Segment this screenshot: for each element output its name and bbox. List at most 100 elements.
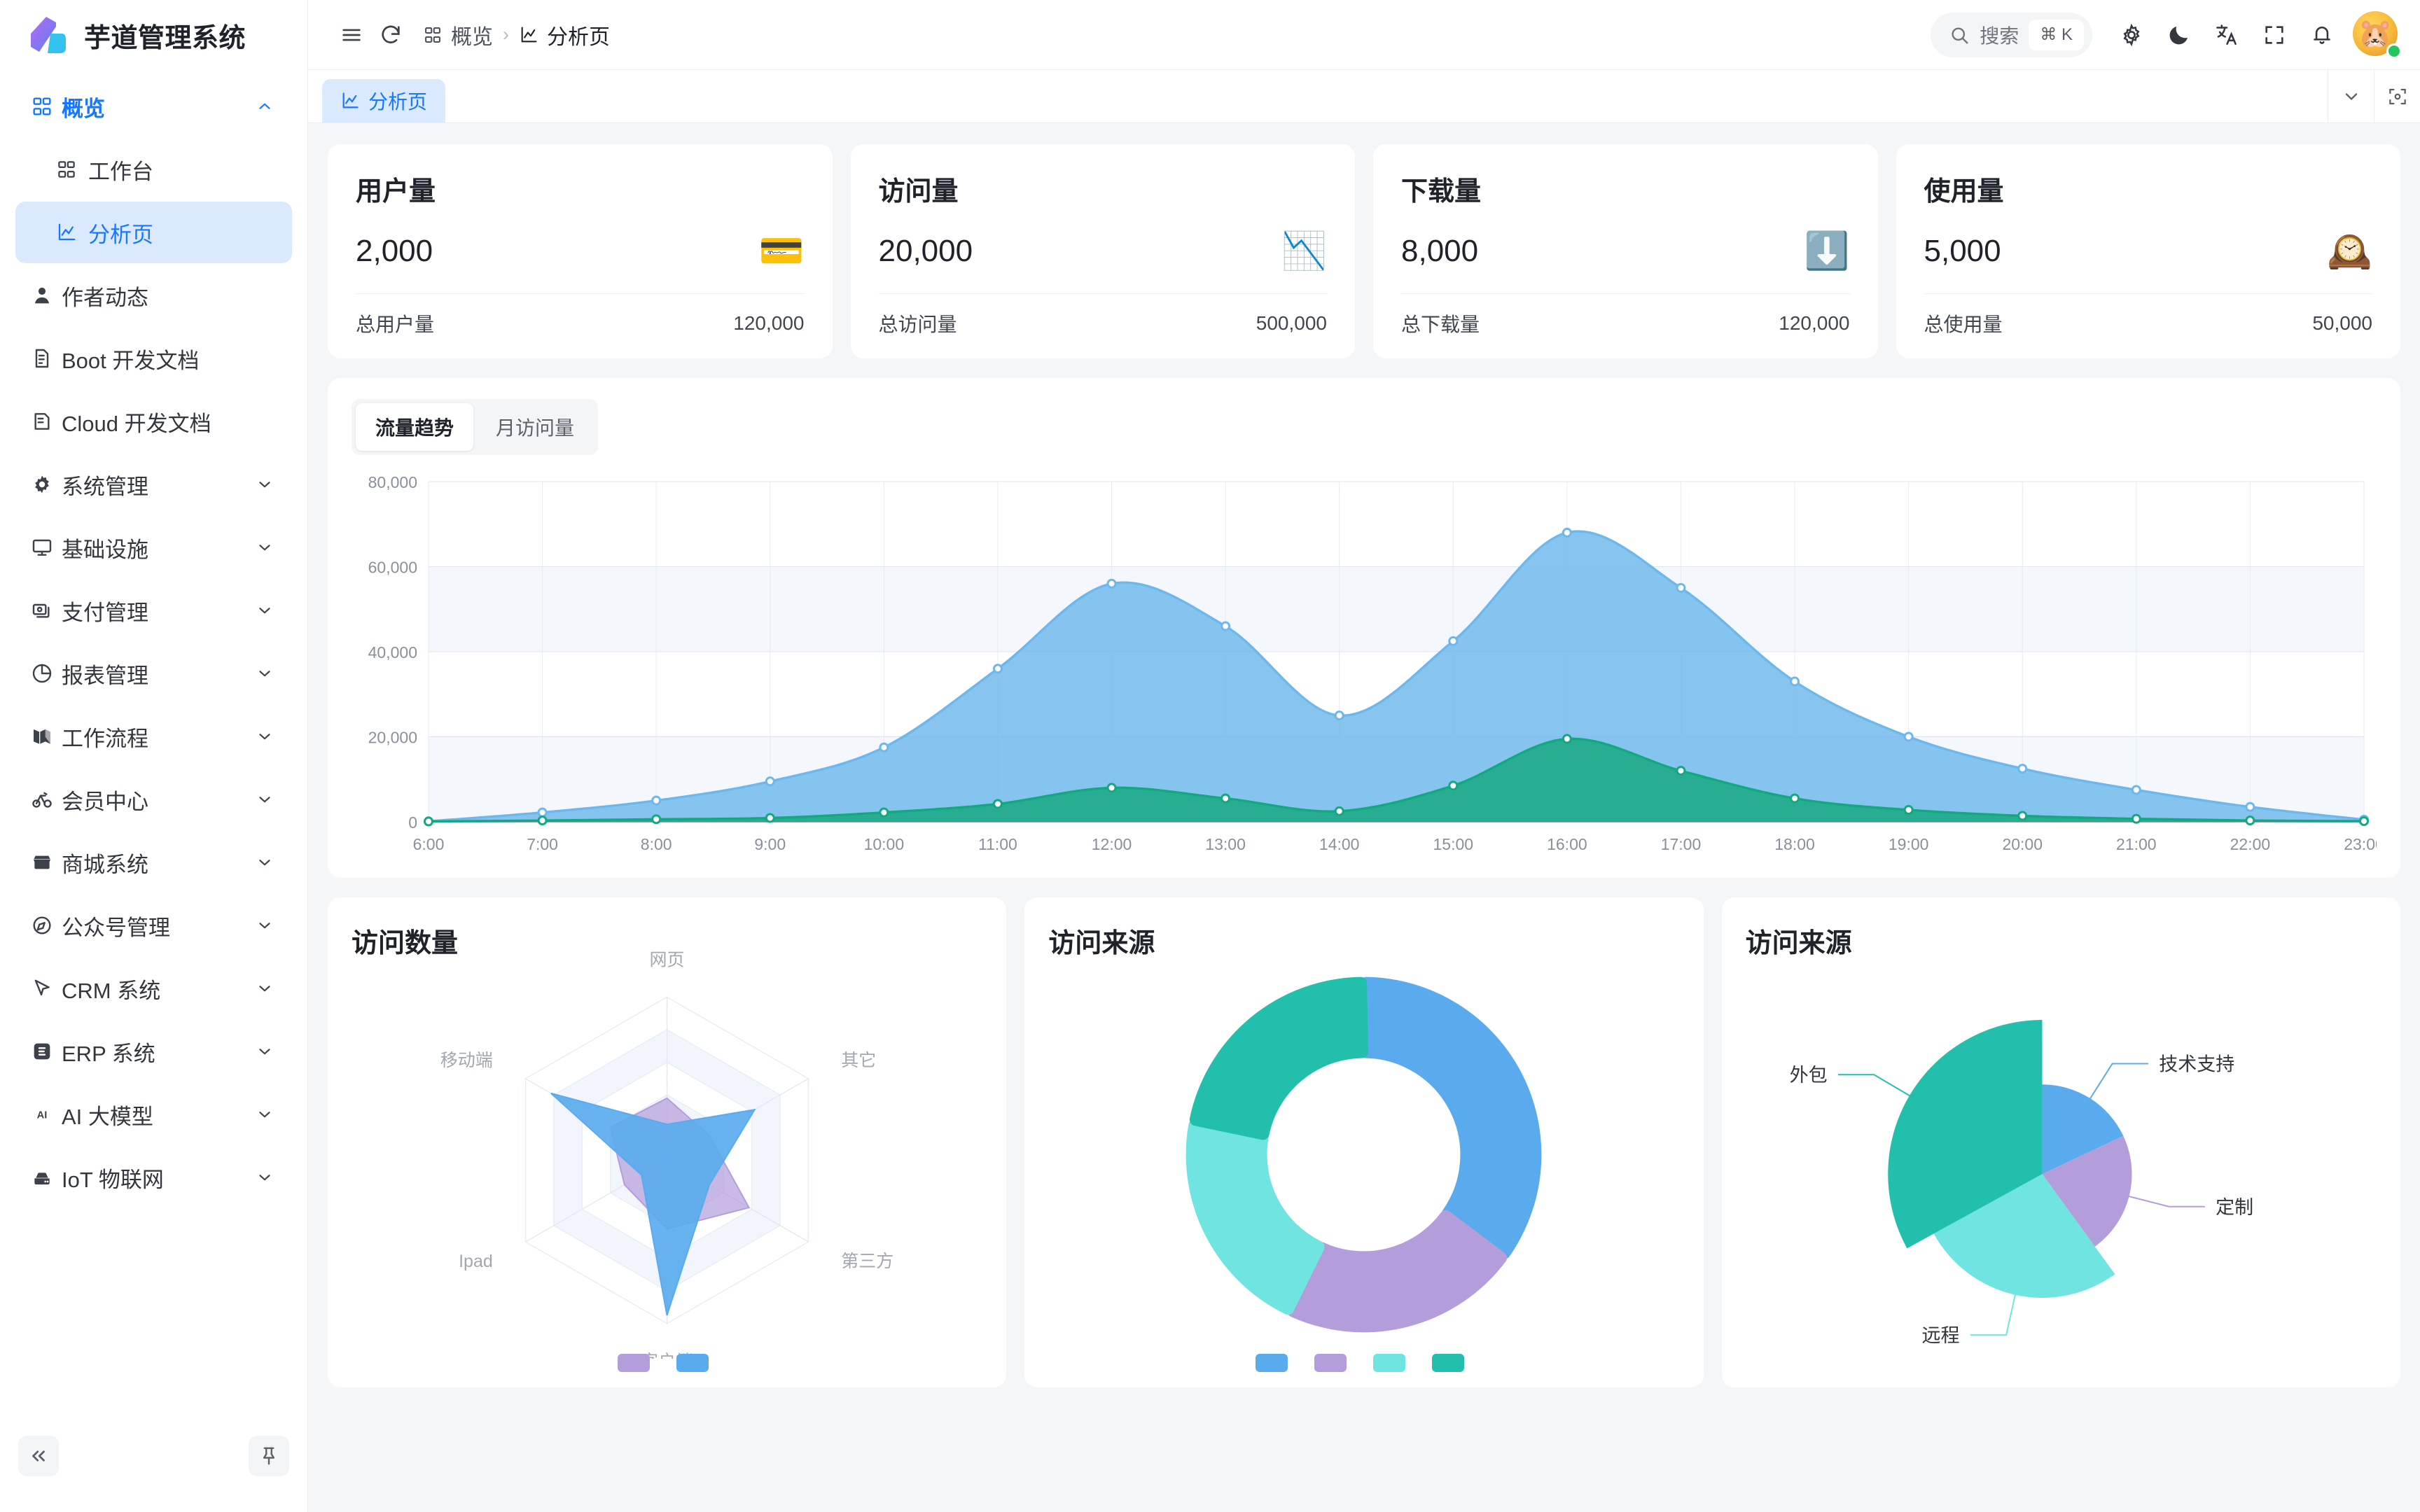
svg-text:20,000: 20,000: [368, 729, 417, 747]
trend-card: 流量趋势 月访问量 0 20,000 40,000 60,000 80,000 6:00 7…: [328, 378, 2400, 878]
svg-text:10:00: 10:00: [864, 835, 905, 853]
sidebar-item-label: 概览: [62, 96, 105, 121]
sidebar-item-9[interactable]: 报表管理: [15, 643, 292, 704]
bike-icon: [31, 788, 62, 811]
chevron-down-icon[interactable]: [2328, 70, 2374, 122]
stat-card-2[interactable]: 下载量 8,000 ⬇️ 总下载量 120,000: [1373, 144, 1878, 358]
search-input[interactable]: 搜索 ⌘ K: [1931, 12, 2092, 57]
sidebar-item-0[interactable]: 概览: [15, 76, 292, 137]
sidebar-item-label: 会员中心: [62, 789, 148, 814]
chevron-down-icon: [253, 1105, 277, 1124]
pin-sidebar-button[interactable]: [249, 1436, 289, 1476]
grid-icon: [423, 25, 443, 45]
stat-footer: 总下载量 120,000: [1401, 293, 1850, 337]
svg-text:16:00: 16:00: [1547, 835, 1587, 853]
pie-percent-emoji: 📉: [1281, 231, 1327, 272]
sidebar-item-10[interactable]: 工作流程: [15, 706, 292, 767]
legend-item[interactable]: [1431, 1354, 1473, 1372]
stat-foot-value: 120,000: [733, 312, 805, 334]
expand-icon[interactable]: [2374, 70, 2420, 122]
sidebar-item-label: 支付管理: [62, 600, 148, 625]
stat-card-3[interactable]: 使用量 5,000 🕰️ 总使用量 50,000: [1896, 144, 2400, 358]
chart-icon: [340, 91, 360, 111]
svg-text:20:00: 20:00: [2002, 835, 2043, 853]
credit-card-emoji: 💳: [758, 231, 805, 272]
avatar[interactable]: 🐹: [2353, 10, 2402, 59]
gear-icon[interactable]: [2108, 11, 2155, 59]
server-icon: [31, 1166, 62, 1189]
sidebar-item-8[interactable]: 支付管理: [15, 580, 292, 641]
hamburger-icon[interactable]: [332, 15, 371, 55]
legend-item[interactable]: [1372, 1354, 1414, 1372]
fullscreen-icon[interactable]: [2251, 11, 2298, 59]
svg-text:第三方: 第三方: [841, 1252, 893, 1271]
refresh-icon[interactable]: [371, 15, 410, 55]
legend-item[interactable]: [1314, 1354, 1355, 1372]
sidebar-item-7[interactable]: 基础设施: [15, 517, 292, 578]
stat-main: 5,000 🕰️: [1924, 233, 2373, 270]
collapse-sidebar-button[interactable]: [18, 1436, 59, 1476]
traffic-trend-chart[interactable]: 0 20,000 40,000 60,000 80,000 6:00 7:00 8:00 9:0…: [352, 472, 2377, 864]
stat-footer: 总访问量 500,000: [878, 293, 1327, 337]
sidebar-item-14[interactable]: CRM 系统: [15, 958, 292, 1019]
sidebar-item-16[interactable]: AI AI 大模型: [15, 1084, 292, 1145]
chevron-down-icon: [253, 853, 277, 872]
sidebar-item-11[interactable]: 会员中心: [15, 769, 292, 830]
clock-emoji: 🕰️: [2327, 231, 2372, 272]
svg-text:0: 0: [408, 813, 417, 832]
translate-icon[interactable]: [2203, 11, 2251, 59]
stat-card-0[interactable]: 用户量 2,000 💳 总用户量 120,000: [328, 144, 833, 358]
stat-title: 下载量: [1401, 177, 1482, 206]
stat-foot-label: 总访问量: [878, 314, 957, 335]
sidebar-item-3[interactable]: 作者动态: [15, 265, 292, 326]
chart-icon: [56, 222, 88, 243]
sidebar-item-6[interactable]: 系统管理: [15, 454, 292, 515]
sidebar-nav: 概览工作台分析页 作者动态 Boot 开发文档 Cloud 开发文档 系统管理 基础设施支…: [0, 70, 307, 1421]
legend-item[interactable]: [617, 1354, 658, 1372]
stat-card-1[interactable]: 访问量 20,000 📉 总访问量 500,000: [850, 144, 1355, 358]
sidebar-item-12[interactable]: 商城系统: [15, 832, 292, 893]
rose-pie-chart[interactable]: 技术支持 定制 远程 外包: [1746, 960, 2377, 1372]
svg-text:23:00: 23:00: [2344, 835, 2377, 853]
donut-chart[interactable]: [1048, 960, 1679, 1350]
sidebar-item-13[interactable]: 公众号管理: [15, 895, 292, 956]
breadcrumb-item-overview[interactable]: 概览: [423, 20, 493, 50]
page-content: 用户量 2,000 💳 总用户量 120,000 访问量 20,000 📉 总访问量 500,00…: [308, 123, 2420, 1512]
chevron-down-icon: [253, 601, 277, 620]
stat-main: 8,000 ⬇️: [1401, 233, 1850, 270]
svg-text:14:00: 14:00: [1319, 835, 1360, 853]
stat-foot-value: 120,000: [1779, 312, 1850, 334]
brand[interactable]: 芋道管理系统: [0, 0, 307, 70]
sidebar-item-15[interactable]: ERP 系统: [15, 1021, 292, 1082]
sidebar-item-1[interactable]: 工作台: [15, 139, 292, 200]
sidebar-item-4[interactable]: Boot 开发文档: [15, 328, 292, 389]
sidebar-item-label: 工作台: [88, 159, 153, 184]
card-title: 访问来源: [1048, 929, 1155, 958]
breadcrumb-separator: ›: [503, 24, 509, 45]
sidebar-item-label: CRM 系统: [62, 978, 161, 1003]
svg-text:远程: 远程: [1921, 1325, 1959, 1346]
sidebar-item-2[interactable]: 分析页: [15, 202, 292, 263]
chevron-down-icon: [253, 664, 277, 682]
trend-tab-traffic[interactable]: 流量趋势: [356, 403, 474, 451]
trend-tab-monthly[interactable]: 月访问量: [496, 417, 575, 439]
sidebar: 芋道管理系统 概览工作台分析页 作者动态 Boot 开发文档 Cloud 开发文档 系统…: [0, 0, 308, 1512]
moon-icon[interactable]: [2155, 11, 2203, 59]
grid-icon: [56, 159, 88, 180]
sidebar-item-5[interactable]: Cloud 开发文档: [15, 391, 292, 452]
sidebar-item-label: 工作流程: [62, 726, 148, 751]
donut-legend: [1048, 1350, 1679, 1372]
sidebar-item-17[interactable]: IoT 物联网: [15, 1147, 292, 1208]
svg-text:21:00: 21:00: [2116, 835, 2157, 853]
legend-item[interactable]: [676, 1354, 717, 1372]
svg-text:60,000: 60,000: [368, 559, 417, 577]
svg-text:7:00: 7:00: [527, 835, 558, 853]
legend-item[interactable]: [1255, 1354, 1296, 1372]
breadcrumb-item-analysis[interactable]: 分析页: [519, 20, 610, 50]
tab-analysis[interactable]: 分析页: [322, 79, 446, 122]
svg-text:6:00: 6:00: [413, 835, 445, 853]
breadcrumb: 概览 › 分析页: [423, 20, 610, 50]
radar-chart[interactable]: 网页其它第三方客户端 Ipad 移动端: [352, 951, 982, 1359]
bell-icon[interactable]: [2298, 11, 2346, 59]
